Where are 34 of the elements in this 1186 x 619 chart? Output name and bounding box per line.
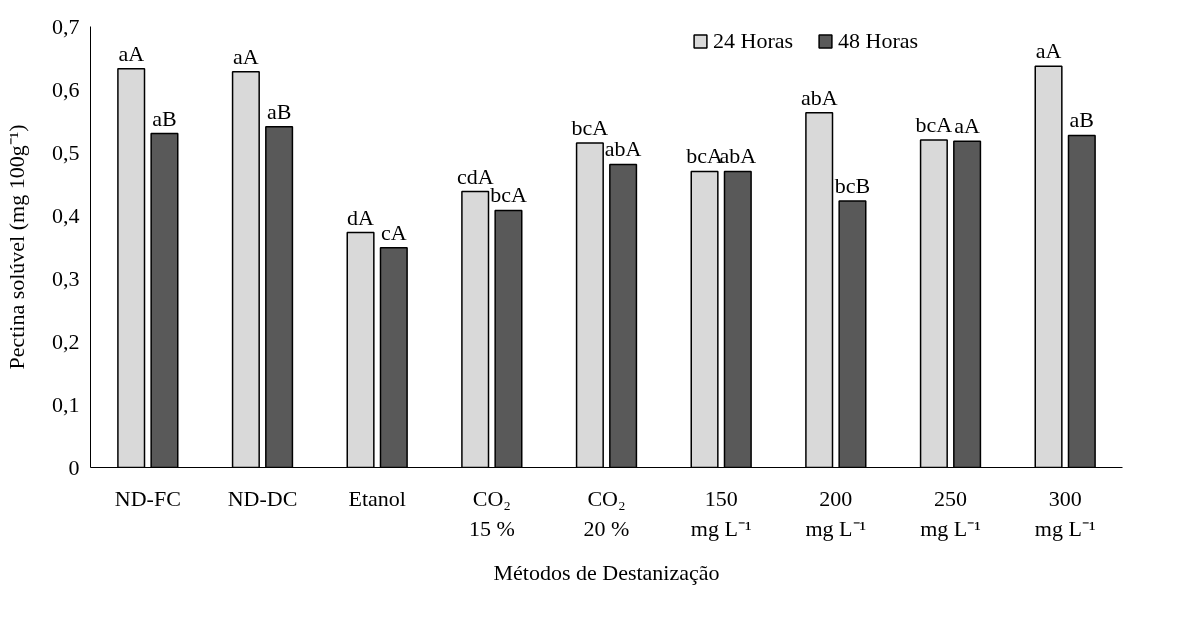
x-axis-title: Métodos de Destanização: [493, 559, 720, 585]
data-label: aA: [1035, 38, 1062, 64]
y-tick-label: 0: [68, 454, 80, 480]
legend-label: 24 Horas: [713, 28, 794, 54]
data-label: dA: [347, 204, 375, 230]
data-label: bcB: [834, 173, 871, 199]
x-tick-label: CO₂ 20 %: [583, 485, 630, 541]
data-label: aB: [152, 105, 177, 131]
data-label: aA: [118, 40, 145, 66]
data-label: aB: [1069, 107, 1095, 133]
y-tick-label: 0,1: [52, 391, 80, 417]
data-label: cA: [380, 219, 407, 245]
x-tick-label: 300 mg L⁻¹: [1034, 485, 1096, 541]
y-tick-label: 0,2: [52, 328, 80, 354]
y-tick-label: 0,4: [52, 202, 80, 228]
data-label: abA: [800, 84, 838, 110]
data-label: aA: [233, 43, 259, 69]
y-tick-label: 0,5: [52, 139, 80, 165]
x-tick-label: 250 mg L⁻¹: [920, 485, 981, 541]
x-tick-label: ND-DC: [227, 485, 298, 511]
x-tick-label: 200 mg L⁻¹: [805, 485, 867, 541]
y-axis-title: Pectina solúvel (mg 100g⁻¹): [4, 124, 29, 370]
y-tick-label: 0,6: [52, 76, 80, 102]
x-tick-label: ND-FC: [114, 485, 181, 511]
data-label: bcA: [915, 111, 953, 137]
y-tick-label: 0,3: [52, 265, 80, 291]
data-label: aB: [266, 98, 292, 124]
x-tick-label: 150 mg L⁻¹: [690, 485, 752, 541]
x-tick-label: Etanol: [348, 485, 406, 511]
y-tick-label: 0,7: [52, 13, 80, 39]
data-label: aA: [954, 113, 981, 139]
x-tick-label: CO₂ 15 %: [468, 485, 515, 541]
data-label: cdA: [456, 163, 494, 189]
legend-label: 48 Horas: [838, 28, 919, 54]
